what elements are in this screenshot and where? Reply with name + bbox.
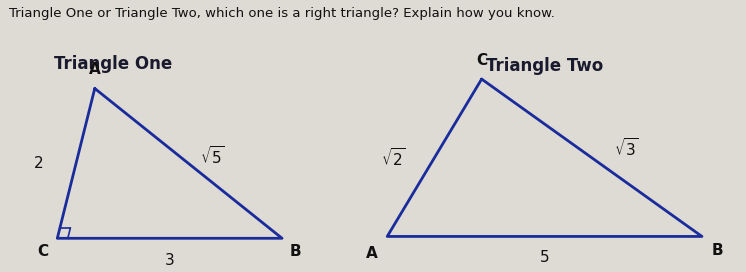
Text: $\sqrt{3}$: $\sqrt{3}$ bbox=[614, 137, 639, 159]
Text: 2: 2 bbox=[34, 156, 44, 171]
Text: A: A bbox=[366, 246, 377, 261]
Text: Triangle One or Triangle Two, which one is a right triangle? Explain how you kno: Triangle One or Triangle Two, which one … bbox=[9, 7, 555, 20]
Text: B: B bbox=[712, 243, 723, 258]
Text: $\sqrt{2}$: $\sqrt{2}$ bbox=[381, 147, 406, 169]
Text: Triangle Two: Triangle Two bbox=[486, 57, 604, 75]
Text: C: C bbox=[37, 244, 48, 259]
Text: B: B bbox=[289, 244, 301, 259]
Text: 5: 5 bbox=[540, 250, 549, 265]
Text: $\sqrt{5}$: $\sqrt{5}$ bbox=[200, 145, 225, 167]
Text: C: C bbox=[476, 53, 487, 68]
Text: A: A bbox=[89, 62, 101, 77]
Text: 3: 3 bbox=[165, 253, 175, 268]
Text: Triangle One: Triangle One bbox=[54, 55, 172, 73]
